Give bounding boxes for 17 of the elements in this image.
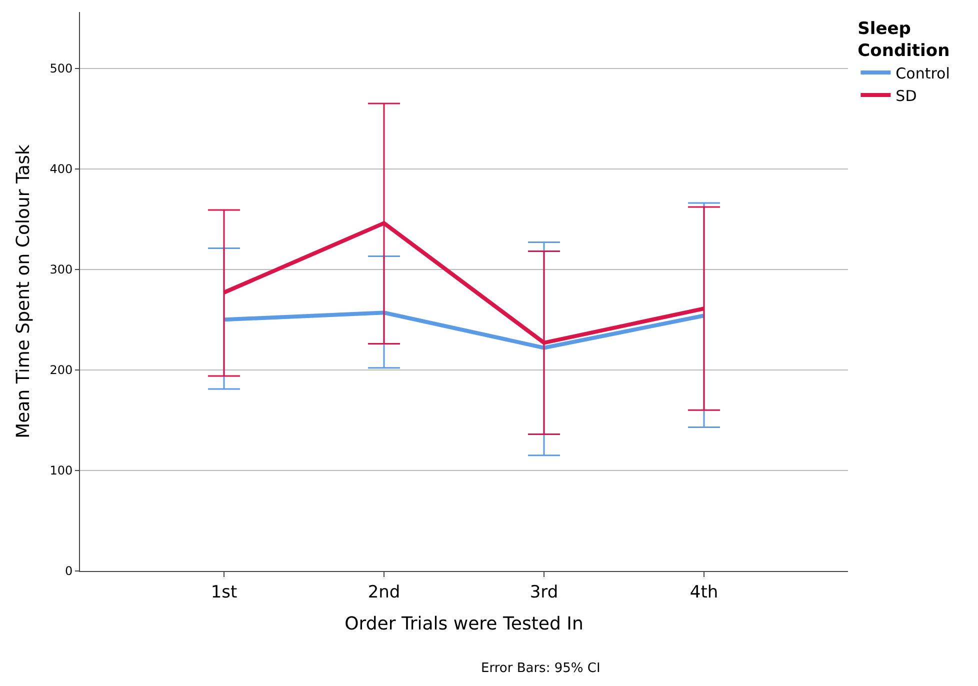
y-tick-label: 200 (50, 363, 73, 378)
x-tick-label: 1st (210, 582, 238, 602)
y-tick-label: 100 (50, 464, 73, 478)
y-tick-label: 400 (50, 162, 73, 176)
line-series (222, 310, 706, 350)
y-axis-title: Mean Time Spent on Colour Task (12, 144, 34, 438)
x-axis-title: Order Trials were Tested In (344, 614, 584, 634)
x-tick-label: 3rd (530, 582, 558, 602)
legend-title: Sleep Condition (858, 19, 950, 62)
legend-label: Control (896, 64, 950, 82)
x-tick-label: 2nd (368, 582, 400, 602)
x-tick-label: 4th (690, 582, 718, 602)
legend-label: SD (896, 86, 917, 105)
y-tick-label: 500 (50, 62, 73, 76)
text: Error Bars: 95% CI (481, 661, 600, 676)
y-tick-label: 300 (50, 262, 73, 277)
y-tick-label: 0 (64, 564, 73, 578)
